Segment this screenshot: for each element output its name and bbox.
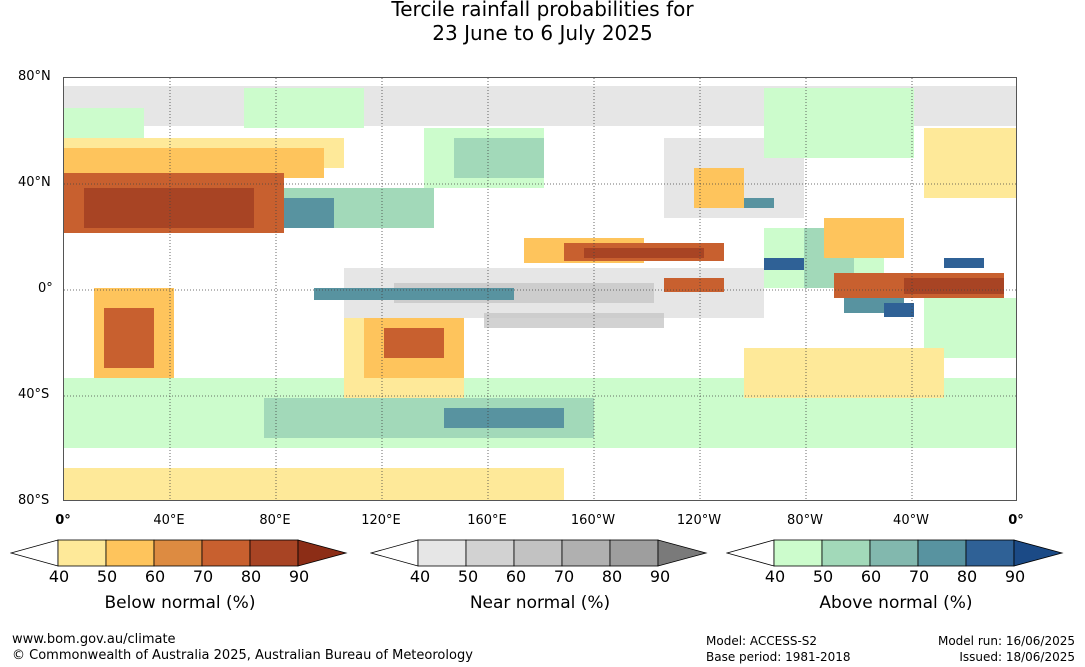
lat-label-40s: 40°S: [18, 387, 50, 402]
above-tick-80: 80: [956, 567, 978, 586]
lon-label-160w: 160°W: [570, 513, 616, 528]
legend-swatch-4: [201, 539, 251, 567]
map-title: Tercile rainfall probabilities for 23 Ju…: [0, 0, 1085, 45]
legend-swatch-2: [105, 539, 155, 567]
near-tick-80: 80: [601, 567, 623, 586]
above-tick-40: 40: [764, 567, 786, 586]
legend-swatch-1: [417, 539, 467, 567]
footer-left: www.bom.gov.au/climate © Commonwealth of…: [12, 632, 473, 664]
legend-swatch-5: [965, 539, 1015, 567]
footer-copyright: © Commonwealth of Australia 2025, Austra…: [12, 648, 473, 663]
near-tick-90: 90: [649, 567, 671, 586]
title-line-2: 23 June to 6 July 2025: [432, 21, 653, 45]
near-tick-40: 40: [409, 567, 431, 586]
above-tick-50: 50: [812, 567, 834, 586]
below-tick-90: 90: [288, 567, 310, 586]
below-tick-70: 70: [192, 567, 214, 586]
legend-swatch-4: [917, 539, 967, 567]
legend-swatch-5: [249, 539, 299, 567]
footer-issued: Issued: 18/06/2025: [959, 650, 1075, 664]
lat-label-80s: 80°S: [18, 493, 50, 508]
lat-label-equator: 0°: [38, 281, 53, 296]
legend-title-near-normal: Near normal (%): [469, 593, 611, 613]
map-canvas: [64, 78, 1016, 500]
legend-swatch-5: [609, 539, 659, 567]
below-tick-60: 60: [144, 567, 166, 586]
footer-dates: Model run: 16/06/2025 Issued: 18/06/2025: [938, 633, 1075, 665]
lon-label-40e: 40°E: [153, 513, 185, 528]
legend-swatch-1: [773, 539, 823, 567]
legend-bar-below-normal: [10, 539, 348, 567]
legend-swatch-high-end: [1013, 539, 1064, 567]
legend-swatch-3: [869, 539, 919, 567]
title-line-1: Tercile rainfall probabilities for: [391, 0, 694, 21]
near-tick-60: 60: [505, 567, 527, 586]
lon-label-0-left: 0°: [55, 513, 71, 528]
lon-label-80w: 80°W: [787, 513, 823, 528]
legend-swatch-high-end: [657, 539, 708, 567]
near-tick-50: 50: [457, 567, 479, 586]
above-tick-60: 60: [860, 567, 882, 586]
rainfall-probability-map: [63, 77, 1017, 501]
legend-title-below-normal: Below normal (%): [104, 593, 256, 613]
legend-swatch-high-end: [297, 539, 348, 567]
lon-label-40w: 40°W: [893, 513, 929, 528]
legend-swatch-4: [561, 539, 611, 567]
lon-label-120w: 120°W: [676, 513, 722, 528]
below-tick-50: 50: [96, 567, 118, 586]
footer-url: www.bom.gov.au/climate: [12, 632, 176, 647]
below-tick-40: 40: [48, 567, 70, 586]
above-tick-70: 70: [908, 567, 930, 586]
footer-model-info: Model: ACCESS-S2 Base period: 1981-2018: [706, 633, 851, 665]
legend-swatch-1: [57, 539, 107, 567]
legend-swatch-low-end: [10, 539, 59, 567]
lat-label-40n: 40°N: [18, 175, 51, 190]
legend-swatch-2: [465, 539, 515, 567]
lon-label-0-right: 0°: [1008, 513, 1024, 528]
lon-label-80e: 80°E: [259, 513, 291, 528]
legend-swatch-2: [821, 539, 871, 567]
legend-swatch-low-end: [370, 539, 419, 567]
near-tick-70: 70: [553, 567, 575, 586]
legend-title-above-normal: Above normal (%): [819, 593, 973, 613]
legend-swatch-3: [153, 539, 203, 567]
legend-swatch-3: [513, 539, 563, 567]
footer-base-period: Base period: 1981-2018: [706, 650, 851, 664]
legend-swatch-low-end: [726, 539, 775, 567]
above-tick-90: 90: [1004, 567, 1026, 586]
footer-model-run: Model run: 16/06/2025: [937, 634, 1075, 648]
lon-label-120e: 120°E: [361, 513, 401, 528]
legend-bar-above-normal: [726, 539, 1064, 567]
legend-bar-near-normal: [370, 539, 708, 567]
footer-model: Model: ACCESS-S2: [706, 634, 818, 648]
lat-label-80n: 80°N: [18, 69, 51, 84]
below-tick-80: 80: [240, 567, 262, 586]
lon-label-160e: 160°E: [467, 513, 507, 528]
